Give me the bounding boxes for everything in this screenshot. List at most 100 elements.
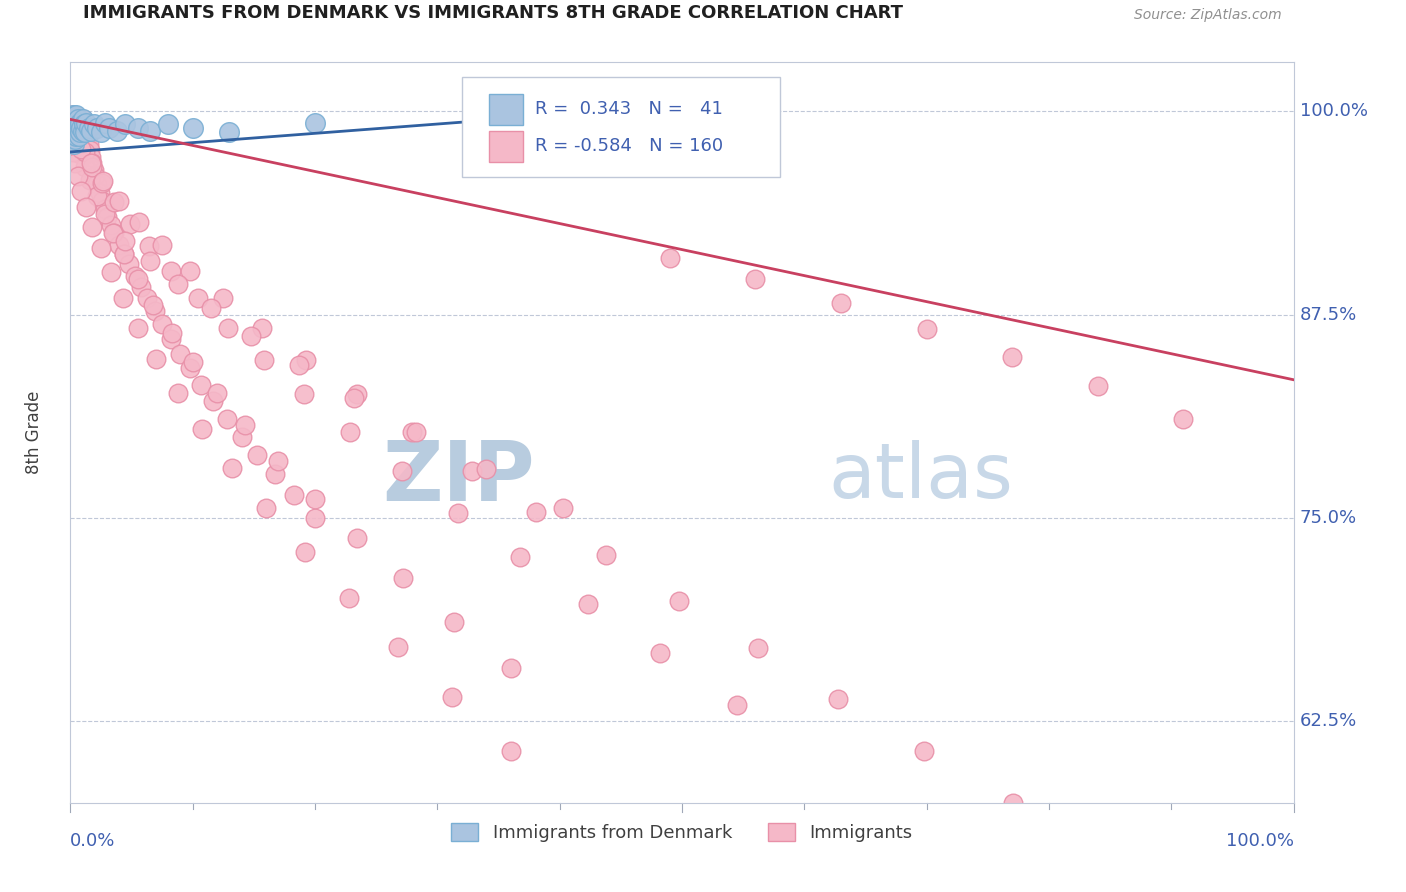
Point bbox=[65, 128, 87, 143]
Point bbox=[160, 326, 183, 340]
Point bbox=[103, 195, 125, 210]
Point bbox=[145, 351, 167, 366]
Point bbox=[70, 184, 93, 198]
Point bbox=[112, 247, 135, 261]
Point bbox=[443, 615, 465, 630]
Point bbox=[221, 460, 243, 475]
Point bbox=[63, 120, 86, 135]
Point bbox=[202, 393, 225, 408]
Point bbox=[283, 488, 305, 502]
Point bbox=[725, 698, 748, 713]
Point bbox=[63, 120, 86, 135]
Point bbox=[179, 361, 201, 376]
Point bbox=[82, 156, 104, 170]
Point bbox=[66, 124, 89, 138]
Point bbox=[63, 124, 86, 138]
Point bbox=[475, 462, 498, 476]
Point bbox=[67, 122, 90, 136]
Point bbox=[65, 136, 87, 151]
Point bbox=[167, 385, 190, 400]
Point bbox=[66, 114, 89, 128]
Text: 8th Grade: 8th Grade bbox=[24, 391, 42, 475]
Point bbox=[553, 501, 575, 516]
Point bbox=[114, 235, 136, 249]
Point bbox=[1095, 849, 1118, 863]
Point bbox=[294, 545, 316, 559]
Point bbox=[150, 318, 173, 332]
Point bbox=[69, 125, 91, 139]
Point bbox=[66, 112, 89, 127]
Point bbox=[212, 292, 235, 306]
Point bbox=[218, 125, 240, 139]
Point bbox=[62, 145, 84, 159]
FancyBboxPatch shape bbox=[489, 94, 523, 125]
Point bbox=[186, 292, 208, 306]
Point bbox=[83, 162, 105, 177]
Point bbox=[100, 218, 122, 232]
Point bbox=[63, 156, 86, 170]
Point bbox=[63, 112, 86, 127]
Text: R =  0.343   N =   41: R = 0.343 N = 41 bbox=[536, 100, 723, 118]
Point bbox=[73, 125, 96, 139]
Point bbox=[65, 109, 87, 123]
Point bbox=[86, 189, 108, 203]
Point bbox=[63, 111, 86, 125]
Point bbox=[63, 109, 86, 123]
Point bbox=[108, 194, 131, 208]
Point bbox=[181, 120, 204, 135]
Point bbox=[72, 122, 94, 136]
Point bbox=[69, 125, 91, 139]
Point bbox=[200, 301, 222, 315]
Point bbox=[63, 112, 86, 127]
FancyBboxPatch shape bbox=[461, 78, 780, 178]
Point bbox=[127, 272, 149, 286]
Point bbox=[267, 454, 290, 468]
Point bbox=[72, 124, 94, 138]
Point bbox=[401, 425, 423, 439]
Point bbox=[73, 145, 96, 159]
Legend: Immigrants from Denmark, Immigrants: Immigrants from Denmark, Immigrants bbox=[444, 815, 920, 849]
Point bbox=[69, 115, 91, 129]
Point bbox=[668, 594, 690, 608]
Point bbox=[1173, 411, 1195, 425]
Point bbox=[62, 125, 84, 139]
Point bbox=[98, 120, 121, 135]
Text: ZIP: ZIP bbox=[382, 436, 536, 517]
Point bbox=[292, 387, 315, 401]
Point bbox=[105, 124, 128, 138]
Point bbox=[120, 217, 142, 231]
Point bbox=[65, 117, 87, 131]
Point bbox=[67, 117, 90, 131]
Point bbox=[343, 391, 366, 405]
Text: 87.5%: 87.5% bbox=[1299, 306, 1357, 324]
Point bbox=[69, 115, 91, 129]
Point bbox=[91, 174, 114, 188]
Point bbox=[86, 120, 108, 135]
Point bbox=[159, 332, 181, 346]
Point bbox=[217, 320, 239, 334]
Point bbox=[80, 124, 103, 138]
Point bbox=[67, 112, 90, 127]
Point bbox=[60, 107, 83, 121]
Point bbox=[169, 347, 191, 361]
Point bbox=[63, 132, 86, 146]
Point bbox=[127, 320, 149, 334]
Point bbox=[129, 280, 152, 294]
Point bbox=[499, 744, 522, 758]
Point bbox=[73, 119, 96, 133]
Point bbox=[118, 257, 141, 271]
Point bbox=[744, 272, 766, 286]
Point bbox=[114, 117, 136, 131]
Point bbox=[63, 120, 86, 135]
Point bbox=[65, 128, 87, 143]
Point bbox=[101, 227, 124, 241]
Point bbox=[100, 265, 122, 279]
Point bbox=[75, 124, 97, 138]
Point bbox=[830, 296, 852, 310]
Point bbox=[66, 169, 89, 184]
Text: R = -0.584   N = 160: R = -0.584 N = 160 bbox=[536, 137, 723, 155]
Point bbox=[62, 107, 84, 121]
Point bbox=[337, 591, 360, 605]
Point bbox=[392, 571, 415, 585]
Point bbox=[62, 120, 84, 135]
